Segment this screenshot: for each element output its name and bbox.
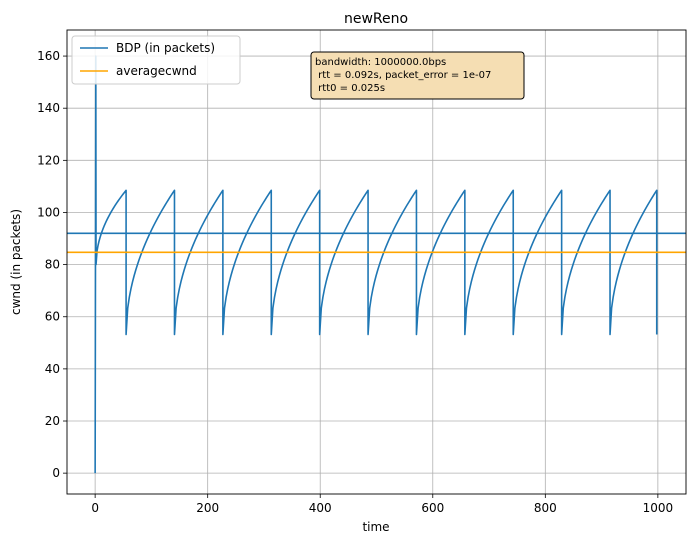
legend: BDP (in packets) averagecwnd	[71, 35, 241, 85]
y-tick-label: 40	[45, 362, 60, 376]
x-tick-label: 800	[534, 501, 557, 515]
y-tick-label: 100	[37, 205, 60, 219]
y-tick-label: 0	[52, 466, 60, 480]
x-axis-ticks: 0 200 400 600 800 1000	[91, 494, 673, 515]
y-tick-label: 160	[37, 49, 60, 63]
legend-label-averagecwnd: averagecwnd	[116, 64, 197, 78]
x-tick-label: 200	[196, 501, 219, 515]
y-tick-label: 80	[45, 258, 60, 272]
x-tick-label: 1000	[643, 501, 674, 515]
grid	[67, 30, 686, 494]
annotation-line-3: rtt0 = 0.025s	[315, 83, 385, 94]
y-tick-label: 20	[45, 414, 60, 428]
series-line-bdp	[94, 55, 658, 474]
legend-label-bdp: BDP (in packets)	[116, 41, 215, 55]
x-axis-label: time	[362, 520, 389, 534]
y-tick-label: 140	[37, 101, 60, 115]
chart-title: newReno	[344, 11, 408, 27]
annotation-box: bandwidth: 1000000.0bps rtt = 0.092s, pa…	[310, 51, 525, 100]
y-tick-label: 60	[45, 310, 60, 324]
annotation-line-2: rtt = 0.092s, packet_error = 1e-07	[315, 70, 491, 81]
y-tick-label: 120	[37, 153, 60, 167]
x-tick-label: 400	[309, 501, 332, 515]
plot-frame	[66, 29, 687, 495]
y-axis-ticks: 0 20 40 60 80 100 120 140 160	[37, 49, 67, 480]
x-tick-label: 600	[421, 501, 444, 515]
y-axis-label: cwnd (in packets)	[9, 209, 23, 315]
annotation-line-1: bandwidth: 1000000.0bps	[315, 57, 446, 68]
x-tick-label: 0	[91, 501, 99, 515]
series-layer	[67, 55, 686, 474]
